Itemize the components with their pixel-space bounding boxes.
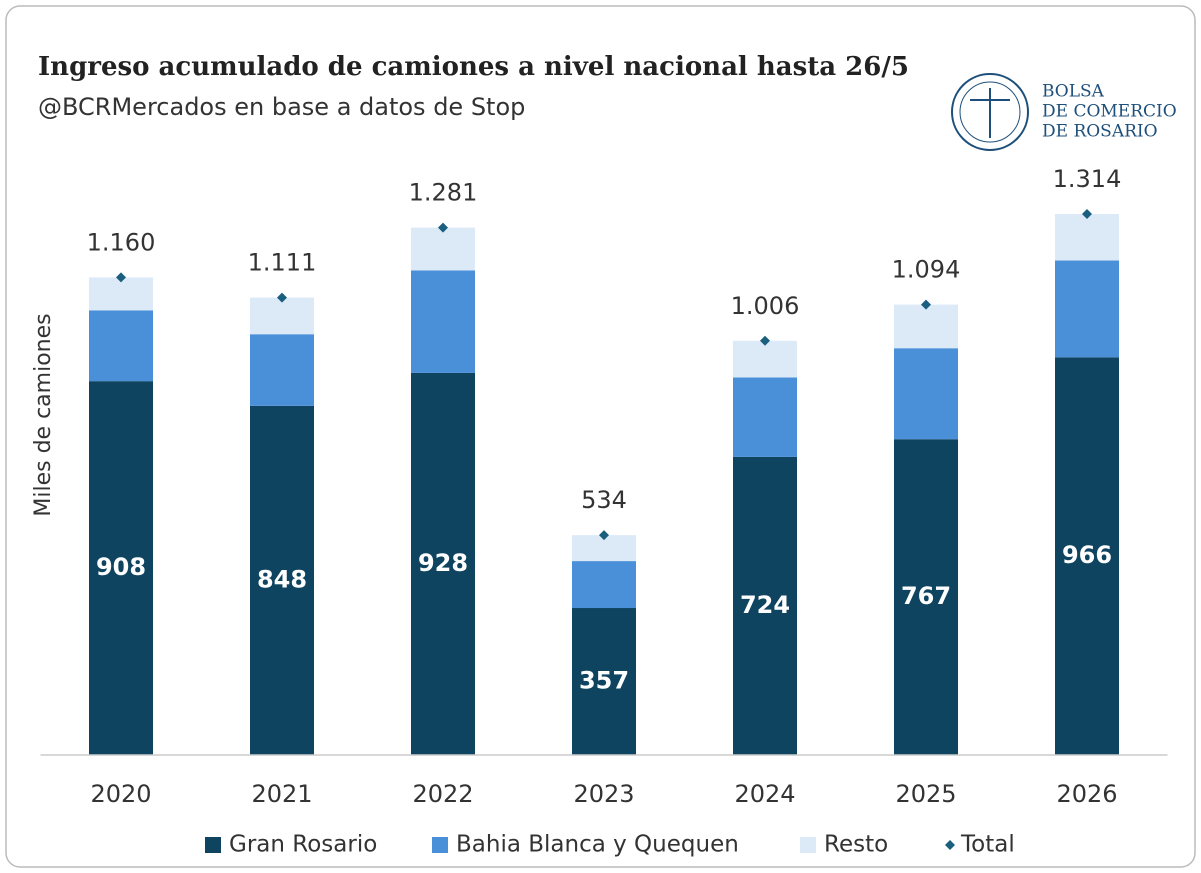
legend-label: Total	[960, 832, 1015, 858]
total-label: 1.314	[1053, 165, 1122, 193]
logo-emblem	[951, 73, 1029, 151]
bar-segment	[250, 297, 314, 335]
legend-swatch	[800, 837, 816, 853]
chart-title: Ingreso acumulado de camiones a nivel na…	[38, 52, 909, 82]
logo-text: BOLSA	[1042, 82, 1105, 102]
total-label: 1.160	[87, 228, 156, 256]
total-marker	[438, 222, 448, 233]
legend-marker	[945, 840, 955, 850]
total-label: 1.094	[892, 256, 961, 284]
bar-segment	[250, 334, 314, 406]
legend-label: Bahia Blanca y Quequen	[456, 832, 739, 858]
total-marker	[277, 292, 287, 303]
bar-segment	[89, 310, 153, 382]
total-marker	[116, 272, 126, 283]
total-marker	[921, 299, 931, 310]
bar-segment	[250, 405, 314, 755]
bar-segment	[733, 340, 797, 378]
total-marker	[599, 530, 609, 541]
logo-text: DE ROSARIO	[1042, 122, 1158, 142]
bar-segment	[894, 348, 958, 440]
x-tick-label: 2025	[895, 780, 956, 808]
bar-segment	[572, 608, 636, 755]
bar-segment	[733, 377, 797, 457]
data-label: 908	[96, 553, 146, 581]
bar-segment	[411, 372, 475, 755]
total-marker	[760, 335, 770, 346]
total-label: 1.111	[248, 249, 317, 277]
x-tick-label: 2026	[1056, 780, 1117, 808]
data-label: 357	[579, 667, 629, 695]
bar-segment	[894, 439, 958, 755]
logo-emblem-inner	[959, 81, 1021, 143]
bar-segment	[411, 270, 475, 373]
total-marker	[1082, 208, 1092, 219]
y-axis-label: Miles de camiones	[31, 313, 56, 516]
total-label: 534	[581, 486, 627, 514]
total-label: 1.281	[409, 179, 478, 207]
data-label: 928	[418, 549, 468, 577]
x-tick-label: 2022	[412, 780, 473, 808]
legend-swatch	[205, 837, 221, 853]
legend-label: Resto	[824, 832, 888, 858]
legend-swatch	[432, 837, 448, 853]
bar-segment	[1055, 213, 1119, 261]
logo: BOLSA DE COMERCIO DE ROSARIO	[951, 73, 1177, 151]
bar-segment	[411, 227, 475, 271]
bar-segment	[1055, 357, 1119, 755]
x-tick-label: 2023	[573, 780, 634, 808]
data-label: 767	[901, 582, 951, 610]
data-label: 724	[740, 591, 790, 619]
bar-segment	[572, 561, 636, 609]
x-tick-label: 2020	[90, 780, 151, 808]
legend-label: Gran Rosario	[229, 832, 377, 858]
chart-subtitle: @BCRMercados en base a datos de Stop	[38, 93, 525, 121]
bar-segment	[1055, 260, 1119, 358]
bar-segment	[89, 381, 153, 755]
data-label: 966	[1062, 541, 1112, 569]
total-label: 1.006	[731, 292, 800, 320]
bar-segment	[733, 456, 797, 755]
x-tick-label: 2021	[251, 780, 312, 808]
bar-segment	[894, 304, 958, 349]
bar-segment	[89, 277, 153, 311]
data-label: 848	[257, 565, 307, 593]
x-tick-label: 2024	[734, 780, 795, 808]
logo-text: DE COMERCIO	[1042, 102, 1177, 122]
